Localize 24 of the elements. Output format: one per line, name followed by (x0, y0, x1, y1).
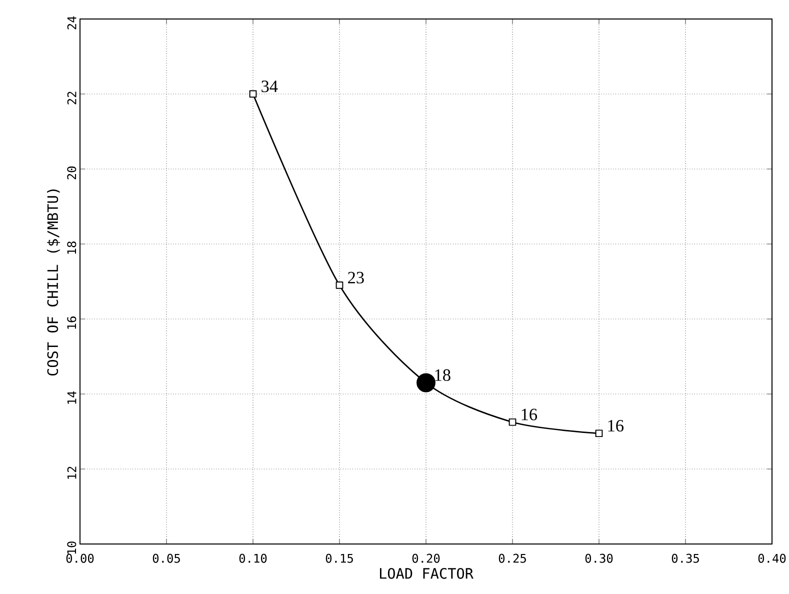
x-axis-title: LOAD FACTOR (380, 568, 474, 579)
x-tick-label: 0.35 (672, 554, 699, 563)
x-tick-label: 0.05 (152, 554, 180, 563)
x-tick-label: 0.10 (239, 554, 267, 563)
x-tick-label: 0.40 (758, 554, 786, 563)
y-tick-label: 16 (67, 316, 76, 329)
x-tick-label: 0.00 (66, 554, 94, 563)
y-tick-label: 14 (67, 391, 76, 404)
x-tick-label: 0.15 (326, 554, 353, 563)
y-tick-label: 22 (67, 92, 76, 104)
annotation: 34 (262, 80, 278, 92)
y-axis-title: COST OF CHILL ($/MBTU) (47, 189, 60, 376)
x-tick-label: 0.20 (412, 554, 440, 563)
y-tick-label: 18 (67, 242, 76, 254)
x-tick-label: 0.25 (498, 554, 526, 563)
y-tick-label: 10 (67, 542, 76, 554)
y-tick-label: 12 (67, 466, 76, 479)
annotation: 16 (522, 408, 538, 420)
x-tick-label: 0.30 (585, 554, 613, 563)
annotation: 18 (435, 369, 450, 381)
y-tick-label: 20 (67, 166, 76, 180)
annotation: 23 (348, 272, 364, 284)
annotation: 16 (608, 420, 624, 432)
y-tick-label: 24 (67, 16, 76, 30)
